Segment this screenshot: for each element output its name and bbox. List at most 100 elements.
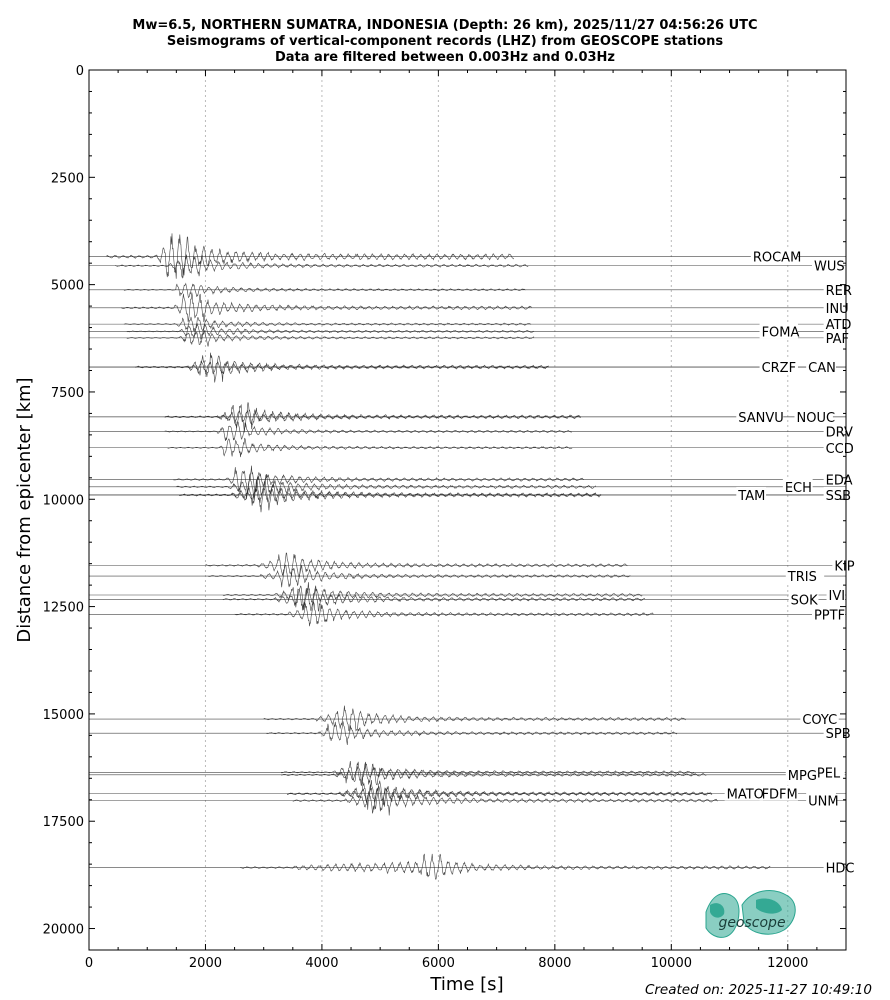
trace-hdc bbox=[240, 853, 771, 880]
x-tick-label-10000: 10000 bbox=[651, 956, 692, 971]
title-line-2: Seismograms of vertical-component record… bbox=[166, 34, 724, 49]
station-label-rer: RER bbox=[826, 284, 852, 299]
station-label-wus: WUS bbox=[814, 260, 845, 275]
title-line-1: Mw=6.5, NORTHERN SUMATRA, INDONESIA (Dep… bbox=[132, 18, 758, 33]
x-tick-label-6000: 6000 bbox=[422, 956, 455, 971]
station-label-bg-fdfm bbox=[759, 785, 798, 801]
chart-title: Mw=6.5, NORTHERN SUMATRA, INDONESIA (Dep… bbox=[0, 18, 890, 66]
station-label-bg-atd bbox=[823, 316, 845, 332]
y-tick-label-15000: 15000 bbox=[43, 708, 84, 723]
station-label-can: CAN bbox=[808, 361, 836, 376]
station-label-kip: KIP bbox=[834, 559, 854, 574]
station-label-sanvu: SANVU bbox=[738, 411, 784, 426]
logo-land2-icon bbox=[756, 898, 782, 914]
y-axis-label: Distance from epicenter [km] bbox=[14, 377, 35, 642]
trace-ccd bbox=[167, 437, 573, 458]
grid-lines bbox=[204, 70, 789, 950]
trace-mpg bbox=[281, 763, 707, 786]
station-label-bg-tris bbox=[785, 568, 825, 584]
x-axis-label: Time [s] bbox=[429, 974, 503, 995]
station-label-unm: UNM bbox=[808, 795, 838, 810]
trace-paf bbox=[126, 330, 535, 347]
station-label-crzf: CRZF bbox=[762, 361, 797, 376]
station-label-pptf: PPTF bbox=[814, 608, 845, 623]
station-label-bg-sok bbox=[788, 591, 819, 607]
logo-text: geoscope bbox=[718, 915, 785, 931]
station-label-bg-pel bbox=[814, 764, 845, 780]
trace-kip bbox=[205, 552, 628, 578]
seismogram-traces bbox=[89, 233, 846, 880]
trace-tris bbox=[208, 564, 631, 588]
station-label-fdfm: FDFM bbox=[762, 788, 798, 803]
station-label-hdc: HDC bbox=[826, 862, 855, 877]
y-tick-label-0: 0 bbox=[76, 64, 84, 79]
trace-ivi bbox=[222, 582, 643, 608]
station-label-bg-tam bbox=[736, 486, 767, 502]
station-label-ccd: CCD bbox=[826, 442, 854, 457]
trace-eda bbox=[173, 465, 585, 494]
station-label-ivi: IVI bbox=[829, 589, 846, 604]
station-label-bg-pptf bbox=[811, 606, 845, 622]
station-label-bg-rocam bbox=[750, 248, 798, 264]
station-label-ssb: SSB bbox=[826, 489, 851, 504]
trace-spb bbox=[266, 721, 678, 745]
station-label-bg-can bbox=[806, 359, 836, 375]
station-label-bg-spb bbox=[823, 725, 845, 741]
geoscope-logo: geoscope bbox=[705, 890, 796, 938]
logo-land-icon bbox=[710, 903, 725, 918]
trace-inu bbox=[120, 292, 532, 323]
y-tick-label-7500: 7500 bbox=[51, 386, 84, 401]
trace-ech bbox=[176, 473, 596, 500]
axis-ticks: 0 2000 4000 6000 8000 10000 12000 0 2500 5000 7500… bbox=[43, 64, 847, 971]
trace-drv bbox=[164, 421, 572, 441]
trace-pel bbox=[281, 760, 695, 785]
station-label-bg-ssb bbox=[823, 486, 845, 502]
station-label-inu: INU bbox=[826, 302, 849, 317]
title-line-3: Data are filtered between 0.003Hz and 0.… bbox=[274, 50, 616, 65]
trace-sok bbox=[222, 587, 646, 612]
y-tick-label-2500: 2500 bbox=[51, 171, 84, 186]
trace-tam bbox=[179, 479, 602, 513]
station-label-bg-nouc bbox=[794, 408, 833, 424]
station-label-bg-hdc bbox=[823, 859, 845, 875]
station-label-spb: SPB bbox=[826, 727, 851, 742]
x-tick-label-0: 0 bbox=[85, 956, 93, 971]
y-tick-label-10000: 10000 bbox=[43, 493, 84, 508]
station-label-bg-paf bbox=[823, 329, 845, 345]
station-label-tris: TRIS bbox=[787, 570, 817, 585]
station-label-bg-sanvu bbox=[736, 408, 784, 424]
station-label-bg-mpg bbox=[785, 766, 816, 782]
station-label-eda: EDA bbox=[826, 474, 853, 489]
trace-nouc bbox=[164, 409, 581, 425]
station-label-foma: FOMA bbox=[762, 325, 800, 340]
station-label-rocam: ROCAM bbox=[753, 251, 801, 266]
created-timestamp: Created on: 2025-11-27 10:49:10 bbox=[644, 982, 872, 998]
station-label-atd: ATD bbox=[826, 318, 852, 333]
trace-atd bbox=[123, 316, 532, 333]
trace-mato bbox=[286, 784, 713, 804]
x-tick-label-8000: 8000 bbox=[538, 956, 571, 971]
x-tick-label-12000: 12000 bbox=[767, 956, 808, 971]
station-label-drv: DRV bbox=[826, 425, 853, 440]
trace-pptf bbox=[234, 601, 655, 627]
station-label-pel: PEL bbox=[817, 766, 841, 781]
station-label-nouc: NOUC bbox=[797, 411, 836, 426]
x-tick-label-4000: 4000 bbox=[305, 956, 338, 971]
trace-rer bbox=[123, 282, 526, 299]
station-label-bg-foma bbox=[759, 323, 798, 339]
station-label-bg-wus bbox=[811, 257, 842, 273]
station-label-bg-rer bbox=[823, 281, 845, 297]
y-tick-label-20000: 20000 bbox=[43, 923, 84, 938]
station-label-bg-drv bbox=[823, 423, 845, 439]
station-label-mato: MATO bbox=[727, 788, 764, 803]
station-label-bg-inu bbox=[823, 299, 845, 315]
station-label-bg-ccd bbox=[823, 439, 845, 455]
station-label-ech: ECH bbox=[785, 481, 812, 496]
y-tick-label-17500: 17500 bbox=[43, 815, 84, 830]
y-tick-label-12500: 12500 bbox=[43, 601, 84, 616]
trace-rocam bbox=[106, 233, 514, 279]
station-label-bg-ivi bbox=[826, 586, 845, 602]
station-label-bg-crzf bbox=[759, 359, 798, 375]
